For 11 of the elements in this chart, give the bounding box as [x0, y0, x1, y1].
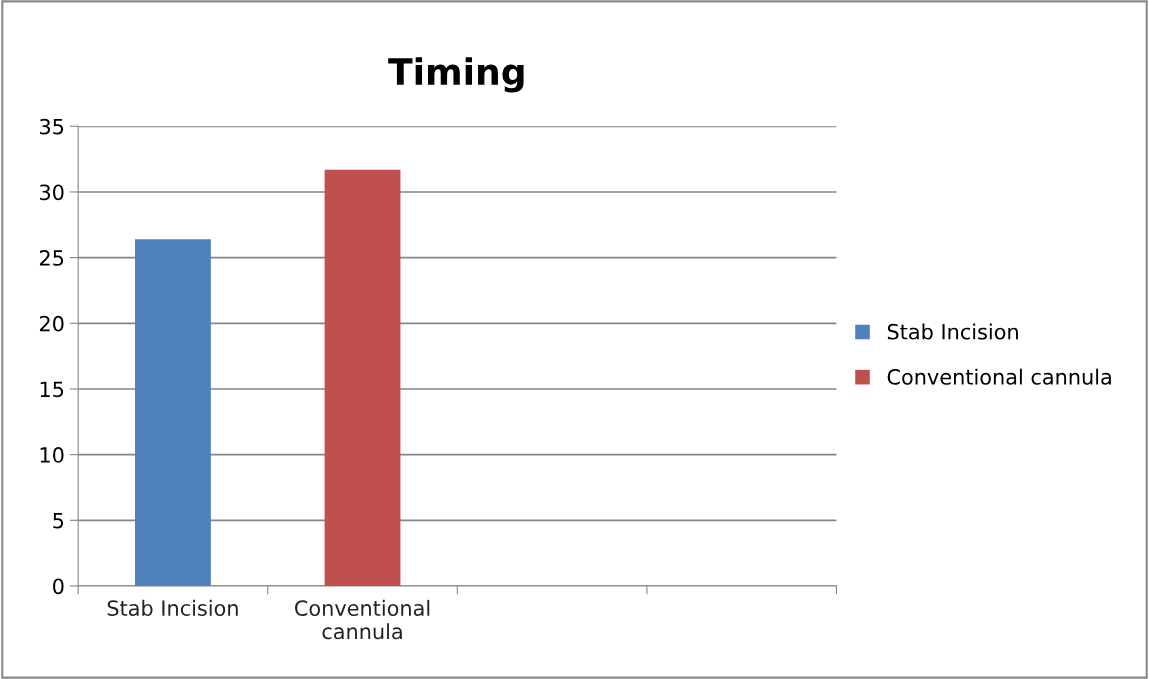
y-tick-label: 30 — [40, 184, 64, 201]
y-tick-label: 35 — [40, 118, 64, 135]
y-tick-label: 15 — [40, 381, 64, 398]
y-tick-label: 10 — [40, 447, 64, 463]
y-tick-label: 20 — [39, 315, 64, 332]
y-tick-label: 25 — [39, 250, 64, 266]
chart-title: Timing — [388, 57, 524, 93]
legend-label: Conventional cannula — [887, 368, 1111, 385]
legend-label: Stab Incision — [887, 323, 1018, 340]
y-tick-label: 0 — [53, 578, 64, 595]
y-tick-label: 5 — [53, 513, 64, 529]
